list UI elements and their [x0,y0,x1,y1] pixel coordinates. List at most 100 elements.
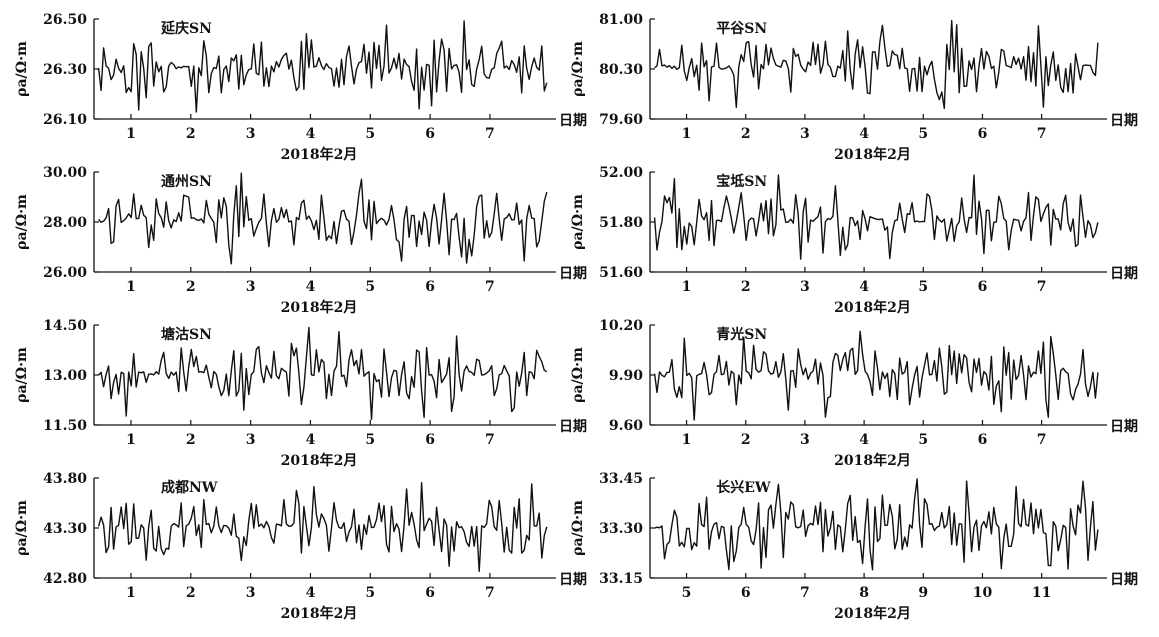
panel-title: 延庆SN [160,20,212,37]
x-tick-label: 2 [186,279,196,295]
x-tick-label: 1 [126,432,136,448]
x-tick-label: 6 [978,279,988,295]
x-tick-label: 7 [1037,432,1047,448]
x-tick-label: 3 [246,585,256,601]
x-tick-label: 7 [485,432,495,448]
y-tick-label: 28.00 [43,215,87,231]
panel-title: 宝坻SN [716,173,767,190]
x-axis-date-label: 2018年2月 [834,299,911,316]
x-tick-label: 8 [859,585,869,601]
y-tick-label: 33.30 [599,521,643,537]
x-axis-suffix: 日期 [559,419,587,435]
x-tick-label: 2 [186,585,196,601]
x-axis-date-label: 2018年2月 [281,452,358,469]
x-axis-date-label: 2018年2月 [281,605,358,622]
x-tick-label: 1 [126,279,136,295]
x-tick-label: 6 [425,126,435,142]
x-tick-label: 2 [186,126,196,142]
x-tick-label: 4 [859,432,869,448]
panel-4: 51.60 51.80 52.00 1 2 3 4 5 6 7 日期 2018年2月 ρa/Ω·m 宝坻S… [570,165,1138,316]
y-axis-label: ρa/Ω·m [14,347,30,403]
x-tick-label: 7 [1037,126,1047,142]
x-tick-label: 7 [800,585,810,601]
y-axis-label: ρa/Ω·m [570,500,586,556]
x-tick-label: 5 [365,279,375,295]
series-line [653,174,1099,260]
x-axis-suffix: 日期 [559,572,587,588]
x-tick-label: 5 [918,126,928,142]
x-tick-label: 6 [425,279,435,295]
x-tick-label: 3 [800,432,810,448]
y-tick-label: 10.20 [599,318,643,334]
series-line [653,330,1099,421]
panel-title: 长兴EW [716,479,771,496]
x-tick-label: 2 [186,432,196,448]
x-tick-label: 7 [485,279,495,295]
x-axis-suffix: 日期 [1110,419,1138,435]
y-tick-label: 79.60 [599,112,643,128]
x-axis-date-label: 2018年2月 [281,299,358,316]
series-line [654,478,1099,571]
x-axis-suffix: 日期 [559,266,587,282]
panel-title: 平谷SN [716,21,767,37]
x-tick-label: 4 [859,279,869,295]
x-axis-date-label: 2018年2月 [834,452,911,469]
x-tick-label: 4 [306,585,316,601]
x-tick-label: 6 [978,432,988,448]
x-tick-label: 1 [126,126,136,142]
y-tick-label: 26.00 [43,265,87,281]
panel-3: 26.00 28.00 30.00 1 2 3 4 5 6 7 日期 2018年2月 ρa/Ω·m 通州S… [14,165,587,316]
x-tick-label: 5 [918,432,928,448]
x-tick-label: 7 [485,585,495,601]
y-tick-label: 52.00 [599,165,643,181]
y-tick-label: 43.80 [43,471,87,487]
panel-8: 33.15 33.30 33.45 5 6 7 8 9 10 11 日期 2018年2月 ρa/Ω·m 长… [570,471,1138,622]
x-tick-label: 9 [918,585,928,601]
panel-title: 成都NW [161,479,218,496]
y-tick-label: 9.60 [609,418,643,434]
x-tick-label: 1 [682,126,692,142]
x-tick-label: 6 [978,126,988,142]
y-tick-label: 14.50 [43,318,87,334]
x-tick-label: 2 [741,126,751,142]
y-axis-label: ρa/Ω·m [14,41,30,97]
y-tick-label: 9.90 [609,368,643,384]
x-tick-label: 2 [741,432,751,448]
x-tick-label: 6 [425,585,435,601]
y-tick-label: 11.50 [43,418,87,434]
x-tick-label: 4 [306,432,316,448]
panel-5: 11.50 13.00 14.50 1 2 3 4 5 6 7 日期 2018年2月 ρa/Ω·m 塘沽S… [14,318,587,469]
x-tick-label: 3 [246,126,256,142]
x-axis-date-label: 2018年2月 [281,146,358,163]
x-tick-label: 6 [741,585,751,601]
y-tick-label: 43.30 [43,521,87,537]
y-tick-label: 81.00 [599,12,643,28]
x-tick-label: 3 [800,279,810,295]
x-tick-label: 2 [741,279,751,295]
x-tick-label: 5 [365,432,375,448]
panel-7: 42.80 43.30 43.80 1 2 3 4 5 6 7 日期 2018年2月 ρa/Ω·m 成都N… [14,471,587,622]
y-axis-label: ρa/Ω·m [570,194,586,250]
panel-2: 79.60 80.30 81.00 1 2 3 4 5 6 7 日期 2018年2月 ρa/Ω·m 平谷S… [570,12,1138,163]
x-tick-label: 7 [485,126,495,142]
y-axis-label: ρa/Ω·m [14,194,30,250]
x-tick-label: 3 [800,126,810,142]
series-line [98,326,548,421]
y-tick-label: 30.00 [43,165,87,181]
x-tick-label: 5 [918,279,928,295]
x-tick-label: 3 [246,432,256,448]
y-tick-label: 33.45 [599,471,643,487]
y-tick-label: 26.10 [43,112,87,128]
y-tick-label: 51.60 [599,265,643,281]
series-line [654,19,1099,110]
panel-1: 26.10 26.30 26.50 1 2 3 4 5 6 7 日期 2018年2月 ρa/Ω·m 延庆S… [14,12,587,163]
x-axis-suffix: 日期 [1110,113,1138,129]
x-axis-suffix: 日期 [559,113,587,129]
x-tick-label: 4 [306,279,316,295]
x-tick-label: 4 [306,126,316,142]
x-axis-suffix: 日期 [1110,572,1138,588]
x-tick-label: 7 [1037,279,1047,295]
y-axis-label: ρa/Ω·m [570,41,586,97]
